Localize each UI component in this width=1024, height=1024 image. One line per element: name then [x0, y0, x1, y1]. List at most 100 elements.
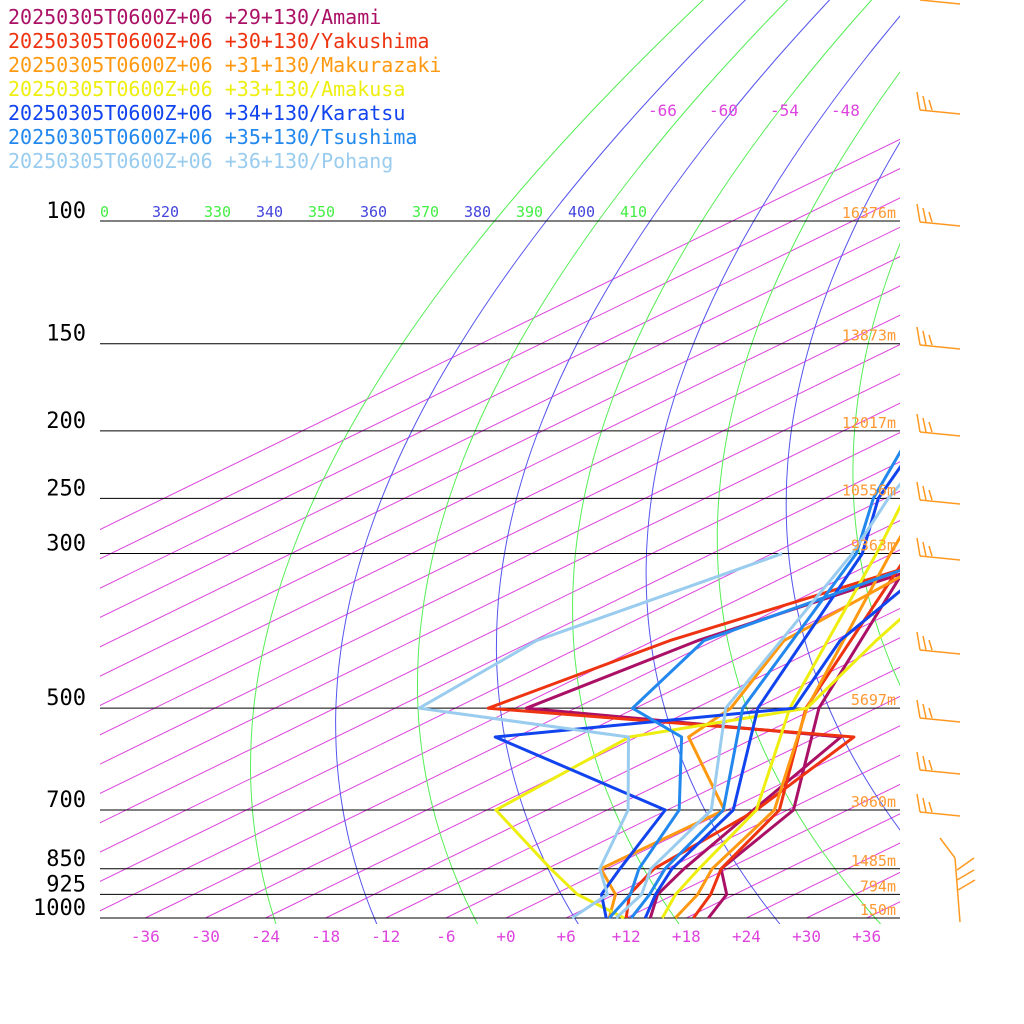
temperature-line	[643, 464, 900, 919]
dry-adiabat-line	[645, 15, 900, 924]
legend-entry: 20250305T0600Z+06 +31+130/Makurazaki	[8, 53, 441, 77]
isotherm-line	[100, 519, 900, 912]
wind-barbs	[916, 0, 976, 923]
dewpoint-line	[524, 572, 900, 919]
pressure-label: 850	[46, 847, 86, 872]
theta-label: 380	[464, 203, 491, 221]
isotherm-line	[100, 256, 900, 648]
isotherm-line	[626, 783, 900, 919]
temperature-line	[615, 482, 900, 920]
temperature-tick-label: -6	[436, 927, 455, 946]
pressure-label: 150	[46, 322, 86, 347]
theta-label: 330	[204, 203, 231, 221]
isotherm-line	[100, 168, 900, 560]
legend-entry: 20250305T0600Z+06 +30+130/Yakushima	[8, 29, 429, 53]
theta-label: 340	[256, 203, 283, 221]
theta-label: 370	[412, 203, 439, 221]
isotherm-line	[100, 197, 900, 589]
temperature-tick-labels: -36 -30 -24 -18 -12 -6 +0 +6 +12 +18 +24 +30 +36	[131, 927, 881, 946]
isotherm-line	[325, 637, 900, 919]
theta-label: 400	[568, 203, 595, 221]
theta-label: 350	[308, 203, 335, 221]
pressure-level-lines	[100, 220, 900, 919]
wind-barb	[916, 537, 961, 561]
pressure-label: 1000	[33, 896, 86, 921]
temperature-tick-label: -30	[191, 927, 220, 946]
temperature-tick-label: +6	[556, 927, 575, 946]
dry-adiabat-line	[495, 0, 831, 924]
wind-barb	[939, 837, 976, 923]
temperature-tick-label: +36	[852, 927, 881, 946]
wind-barb	[916, 481, 961, 505]
dry-adiabat-line	[417, 0, 789, 924]
temperature-tick-label: -12	[371, 927, 400, 946]
isotherm-line	[100, 138, 900, 531]
isotherm-line	[100, 402, 900, 795]
wind-barb	[916, 326, 961, 350]
pressure-label: 200	[46, 409, 86, 434]
theta-label: 360	[360, 203, 387, 221]
height-label: 12017m	[842, 414, 896, 432]
pressure-label: 700	[46, 788, 86, 813]
theta-label: 410	[620, 203, 647, 221]
height-label: 3060m	[851, 793, 896, 811]
isotherm-line	[866, 901, 900, 919]
height-label: 10556m	[842, 481, 896, 499]
legend: 20250305T0600Z+06 +29+130/Amami20250305T…	[8, 5, 441, 173]
dewpoint-line	[493, 589, 900, 919]
height-label: 16376m	[842, 204, 896, 222]
pressure-label: 500	[46, 686, 86, 711]
isotherm-line	[100, 490, 900, 882]
isotherm-line	[100, 373, 900, 765]
dry-adiabat-line	[785, 141, 900, 831]
theta-label: 320	[152, 203, 179, 221]
temperature-tick-label: +30	[792, 927, 821, 946]
wind-barb	[916, 699, 961, 723]
temperature-tick-label: +12	[612, 927, 641, 946]
legend-entry: 20250305T0600Z+06 +29+130/Amami	[8, 5, 381, 29]
dewpoint-line	[486, 568, 900, 919]
isotherm-line	[987, 0, 1024, 918]
temperature-line	[707, 574, 900, 919]
isotherm-line	[806, 871, 900, 919]
isotherm-line	[100, 431, 900, 824]
dry-adiabat-line	[335, 0, 747, 924]
temperature-tick-label: -24	[251, 927, 280, 946]
wind-barb	[916, 91, 961, 115]
wind-barb	[916, 631, 961, 655]
isotherm-line	[100, 343, 900, 736]
isotherm-line	[385, 666, 900, 919]
isotherm-line	[505, 725, 900, 919]
height-label: 13873m	[842, 327, 896, 345]
isotherm-line	[100, 461, 900, 853]
dewpoint-line	[417, 552, 783, 920]
temperature-line	[692, 563, 900, 919]
isotherm-line	[205, 578, 900, 919]
isotherm-line	[100, 226, 900, 619]
dry-adiabat-line	[572, 0, 873, 924]
pressure-label: 925	[46, 872, 86, 897]
dry-adiabat-line	[852, 242, 900, 687]
dry-adiabat-line	[981, 0, 1024, 930]
wind-barb	[916, 793, 961, 817]
wind-barb	[919, 0, 961, 5]
upper-isotherm-labels: -66 -60 -54 -48	[648, 101, 860, 120]
isotherm-label: -54	[770, 101, 799, 120]
isotherm-line	[445, 695, 900, 919]
isotherm-line	[100, 285, 900, 677]
height-label: 5697m	[851, 691, 896, 709]
isotherm-label: -66	[648, 101, 677, 120]
temperature-tick-label: -36	[131, 927, 160, 946]
height-labels: 16376m 13873m 12017m 10556m 9363m 5697m 3060m 1…	[842, 204, 896, 919]
temperature-tick-label: +18	[672, 927, 701, 946]
wind-barb	[916, 751, 961, 775]
theta-label: 0	[100, 203, 109, 221]
theta-labels: 0 320 330 340 350 360 370 380 390 400 410	[100, 203, 647, 221]
dry-adiabat-line	[249, 0, 704, 924]
isotherm-label: -60	[709, 101, 738, 120]
pressure-label: 100	[46, 199, 86, 224]
wind-barb	[916, 413, 961, 437]
theta-label: 390	[516, 203, 543, 221]
wind-barb	[916, 203, 961, 227]
